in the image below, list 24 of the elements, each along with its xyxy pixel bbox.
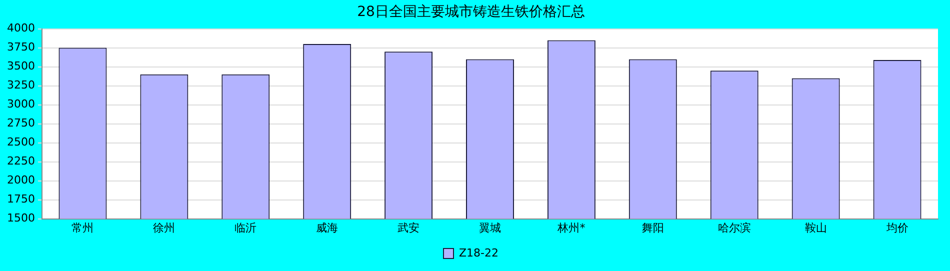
y-tick-label: 2250 [6,154,35,168]
y-tick-label: 1750 [6,192,35,206]
y-tick-label: 3000 [6,98,35,111]
chart-title: 28日全国主要城市铸造生铁价格汇总 [357,4,585,20]
y-tick-label: 3750 [6,40,35,54]
legend-label: Z18-22 [459,246,498,260]
y-tick-label: 2750 [6,116,35,130]
y-tick-label: 2500 [6,136,35,149]
x-tick-label: 舞阳 [642,221,664,234]
y-tick-label: 4000 [6,22,35,35]
y-tick-label: 1500 [6,212,35,225]
x-tick-label: 威海 [316,221,338,234]
x-tick-label: 鞍山 [804,221,827,234]
y-tick-label: 3250 [6,78,35,92]
x-tick-label: 均价 [885,221,908,234]
x-tick-label: 常州 [72,221,94,234]
x-tick-label: 徐州 [153,221,176,234]
x-tick-label: 林州* [556,221,586,234]
y-tick-label: 3500 [6,60,35,73]
x-tick-label: 临沂 [234,221,257,234]
y-tick-label: 2000 [6,174,35,187]
x-tick-label: 哈尔滨 [718,221,751,234]
x-tick-label: 翼城 [478,221,501,234]
x-tick-label: 武安 [398,221,420,234]
